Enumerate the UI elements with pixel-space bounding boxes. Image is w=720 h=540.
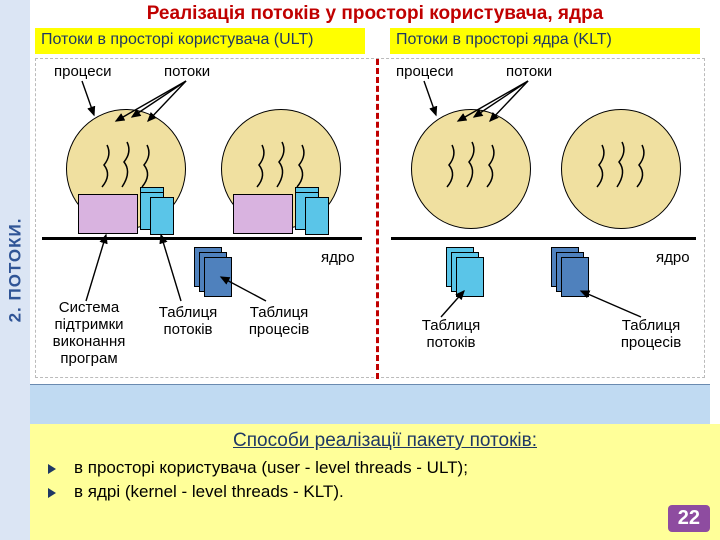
thread-table-stack-2 [295, 187, 329, 235]
process-table-left [194, 247, 234, 295]
diagram-area: процеси потоки процеси потоки ядро ядро [35, 58, 705, 378]
thread-table-right [446, 247, 486, 295]
label-runtime: Система підтримки виконання програм [44, 299, 134, 367]
user-kernel-line-right [391, 237, 696, 240]
label-threads-left: потоки [164, 63, 210, 80]
footer-panel: Способи реалізації пакету потоків: в про… [30, 424, 720, 540]
slide-title: Реалізація потоків у просторі користувач… [30, 3, 720, 25]
klt-process-1 [411, 109, 531, 229]
process-table-right [551, 247, 591, 295]
label-kernel-right: ядро [656, 249, 690, 266]
klt-process-2 [561, 109, 681, 229]
threads-squiggle-icon [562, 110, 682, 230]
klt-header: Потоки в просторі ядра (KLT) [390, 28, 700, 54]
label-process-table-right: Таблиця процесів [606, 317, 696, 351]
section-badge: 2. ПОТОКИ. [0, 0, 30, 540]
label-kernel-left: ядро [321, 249, 355, 266]
runtime-box-2 [233, 194, 293, 234]
section-label: 2. ПОТОКИ. [5, 218, 25, 323]
footer-bullet-2: в ядрі (kernel - level threads - KLT). [70, 482, 700, 502]
runtime-box-1 [78, 194, 138, 234]
label-thread-table-left: Таблиця потоків [148, 304, 228, 338]
label-thread-table-right: Таблиця потоків [406, 317, 496, 351]
label-process-table-left: Таблиця процесів [234, 304, 324, 338]
ult-header: Потоки в просторі користувача (ULT) [35, 28, 365, 54]
footer-title: Способи реалізації пакету потоків: [70, 430, 700, 452]
user-kernel-line-left [42, 237, 362, 240]
threads-squiggle-icon [412, 110, 532, 230]
slide-number: 22 [668, 505, 710, 532]
label-processes-left: процеси [54, 63, 111, 80]
center-divider [376, 59, 379, 379]
thread-table-stack-1 [140, 187, 174, 235]
label-threads-right: потоки [506, 63, 552, 80]
label-processes-right: процеси [396, 63, 453, 80]
footer-bullet-1: в просторі користувача (user - level thr… [70, 458, 700, 478]
